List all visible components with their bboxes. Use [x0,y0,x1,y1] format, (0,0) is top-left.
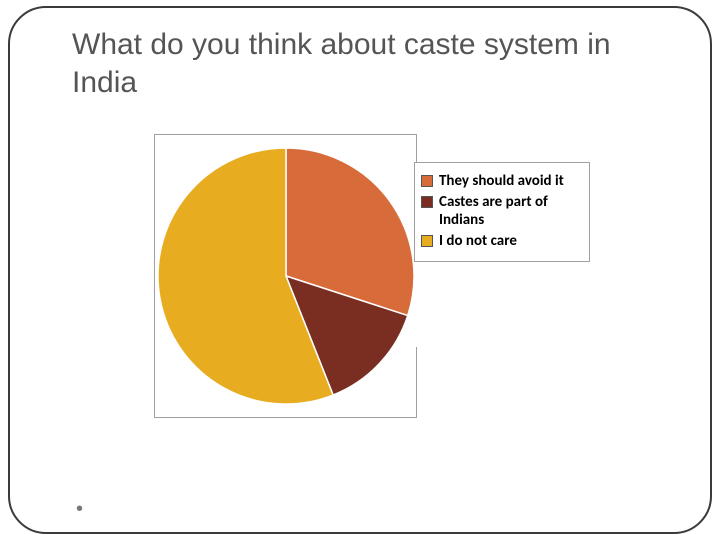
legend-item: Castes are part of Indians [421,193,583,229]
legend-item: I do not care [421,232,583,250]
slide-frame: What do you think about caste system in … [8,6,712,534]
slide-title: What do you think about caste system in … [72,26,652,101]
pie-chart [158,148,414,404]
legend-swatch [421,235,433,247]
chart-plot-area [154,134,416,418]
chart-legend: They should avoid it Castes are part of I… [414,162,590,262]
legend-swatch [421,196,433,208]
legend-swatch [421,175,433,187]
legend-item: They should avoid it [421,172,583,190]
legend-label: They should avoid it [439,172,564,190]
legend-label: Castes are part of Indians [439,193,583,229]
legend-label: I do not care [439,232,517,250]
bullet-decor: • [76,498,83,521]
